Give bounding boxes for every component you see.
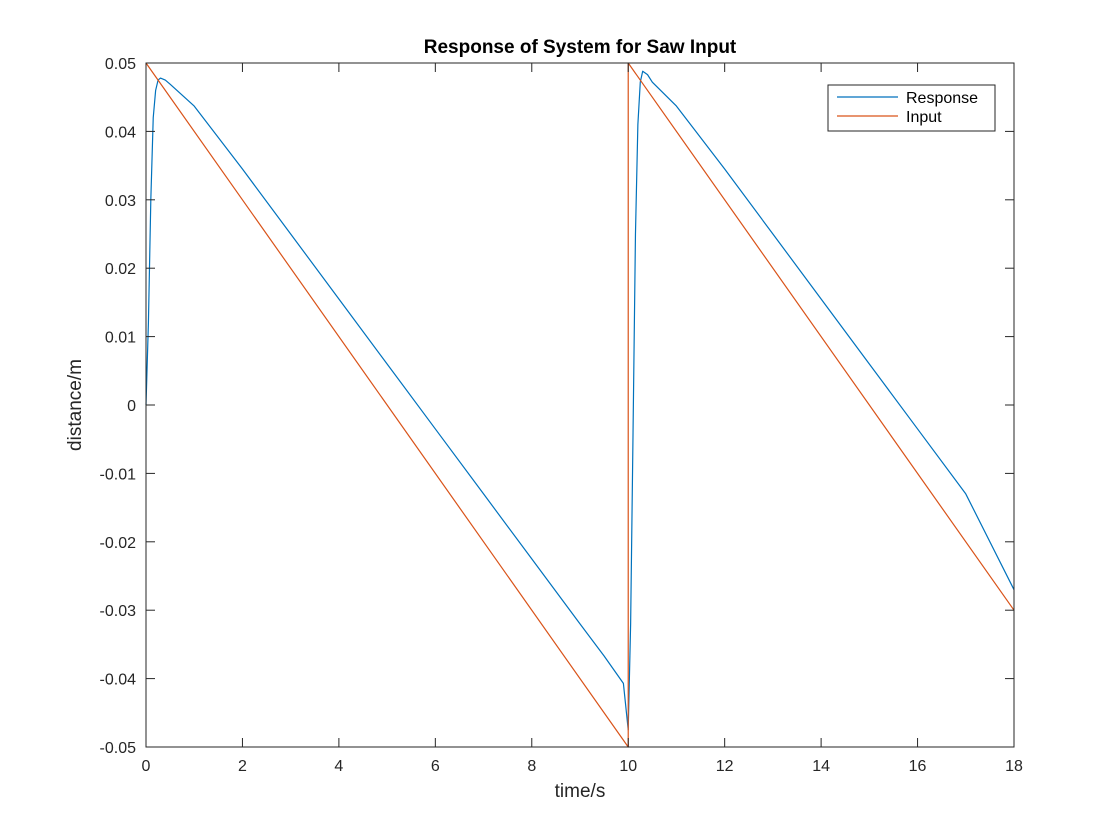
y-tick-label: 0.05 — [105, 56, 136, 73]
series-line-response — [145, 70, 1015, 731]
y-tick-label: -0.05 — [100, 740, 137, 757]
y-tick-label: 0.04 — [105, 124, 136, 141]
legend-label-response: Response — [906, 90, 978, 107]
series-layer — [145, 62, 1015, 748]
x-tick-label: 14 — [812, 758, 830, 775]
x-tick-label: 12 — [716, 758, 734, 775]
chart-title: Response of System for Saw Input — [424, 37, 737, 58]
y-axis-label: distance/m — [65, 359, 86, 451]
x-tick-label: 18 — [1005, 758, 1023, 775]
legend-box — [827, 84, 996, 132]
y-tick-label: -0.02 — [100, 535, 137, 552]
plot-area — [146, 63, 1014, 747]
legend-label-input: Input — [906, 109, 942, 126]
x-tick-label: 8 — [527, 758, 536, 775]
y-tick-label: -0.01 — [100, 466, 137, 483]
y-tick-label: -0.04 — [100, 672, 137, 689]
x-tick-label: 16 — [909, 758, 927, 775]
y-tick-label: 0.01 — [105, 330, 136, 347]
legend: Response Input — [827, 84, 996, 132]
y-tick-label: 0.03 — [105, 193, 136, 210]
x-axis-label: time/s — [555, 781, 606, 802]
x-tick-label: 10 — [619, 758, 637, 775]
x-tick-label: 0 — [142, 758, 151, 775]
y-tick-label: 0 — [127, 398, 136, 415]
series-line-input — [145, 62, 1015, 748]
ticks-layer: 0 2 4 6 8 10 12 14 16 18 -0.05 -0.04 -0.03 -0.02 -0.01… — [100, 56, 1023, 775]
x-tick-label: 2 — [238, 758, 247, 775]
y-tick-label: 0.02 — [105, 261, 136, 278]
x-tick-label: 6 — [431, 758, 440, 775]
y-tick-label: -0.03 — [100, 603, 137, 620]
x-tick-label: 4 — [334, 758, 343, 775]
